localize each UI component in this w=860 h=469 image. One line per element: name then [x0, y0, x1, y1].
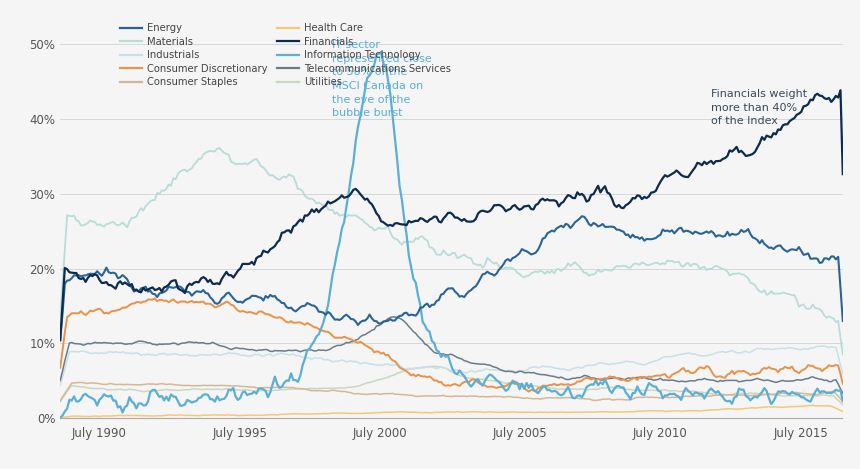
Text: Financials weight
more than 40%
of the Index: Financials weight more than 40% of the I…	[711, 89, 807, 126]
Legend: Energy, Materials, Industrials, Consumer Discretionary, Consumer Staples, Health: Energy, Materials, Industrials, Consumer…	[120, 23, 452, 87]
Text: IT sector
represented close
to 50% of the
MSCI Canada on
the eve of the
bubble b: IT sector represented close to 50% of th…	[332, 40, 432, 118]
